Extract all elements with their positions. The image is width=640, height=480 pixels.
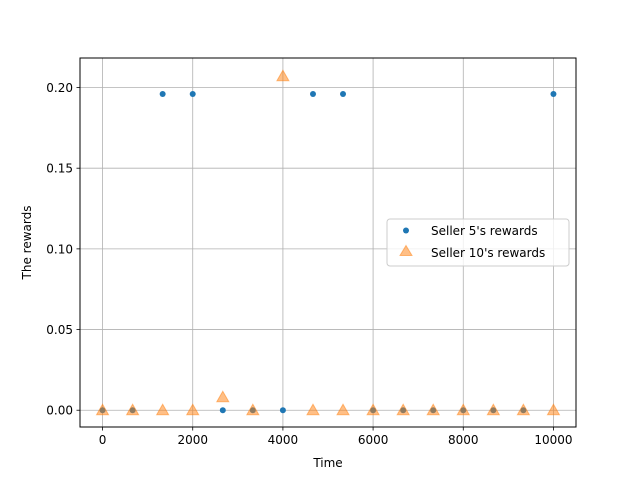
- seller-10-point: [366, 403, 380, 416]
- y-axis-ticks: 0.00 0.05 0.10 0.15 0.20: [46, 81, 80, 418]
- seller-10-point: [125, 403, 140, 416]
- x-axis-ticks: 0 2000 4000 6000 8000 10000: [99, 427, 573, 447]
- legend-label-seller-5: Seller 5's rewards: [431, 224, 538, 238]
- x-tick-label: 4000: [268, 433, 299, 447]
- seller-10-point: [245, 403, 260, 416]
- seller-5-point: [309, 90, 316, 97]
- x-tick-label: 8000: [448, 433, 479, 447]
- seller-5-point: [550, 90, 557, 97]
- seller-10-point: [486, 403, 501, 416]
- seller-5-point: [340, 90, 347, 97]
- series-seller-10: [95, 69, 561, 416]
- y-tick-label: 0.00: [46, 404, 73, 418]
- seller-5-point: [279, 407, 286, 414]
- seller-5-point: [189, 90, 196, 97]
- seller-10-point: [276, 69, 290, 82]
- seller-5-point: [219, 407, 226, 414]
- legend-marker-seller-5: [403, 227, 409, 234]
- x-tick-label: 2000: [177, 433, 208, 447]
- seller-10-point: [516, 403, 531, 416]
- grid-lines: [80, 58, 576, 427]
- y-axis-label: The rewards: [20, 206, 34, 281]
- y-tick-label: 0.05: [46, 323, 73, 337]
- seller-10-point: [546, 403, 561, 416]
- seller-10-point: [215, 390, 230, 403]
- x-tick-label: 10000: [534, 433, 572, 447]
- seller-10-point: [185, 403, 200, 416]
- legend-label-seller-10: Seller 10's rewards: [431, 246, 545, 260]
- seller-10-point: [456, 403, 471, 416]
- plot-frame: [79, 57, 577, 428]
- x-tick-label: 6000: [358, 433, 389, 447]
- y-tick-label: 0.20: [46, 81, 73, 95]
- x-tick-label: 0: [99, 433, 107, 447]
- y-tick-label: 0.10: [46, 242, 73, 256]
- seller-10-point: [336, 403, 350, 416]
- legend-marker-seller-10: [399, 244, 413, 256]
- seller-10-point: [95, 403, 110, 416]
- legend-frame: [386, 218, 570, 267]
- seller-5-point: [159, 90, 166, 97]
- legend: Seller 5's rewards Seller 10's rewards: [386, 218, 570, 267]
- seller-10-point: [155, 403, 170, 416]
- x-axis-label: Time: [312, 456, 342, 470]
- seller-10-point: [396, 403, 411, 416]
- y-tick-label: 0.15: [46, 162, 73, 176]
- seller-10-point: [306, 403, 320, 416]
- seller-10-point: [426, 403, 441, 416]
